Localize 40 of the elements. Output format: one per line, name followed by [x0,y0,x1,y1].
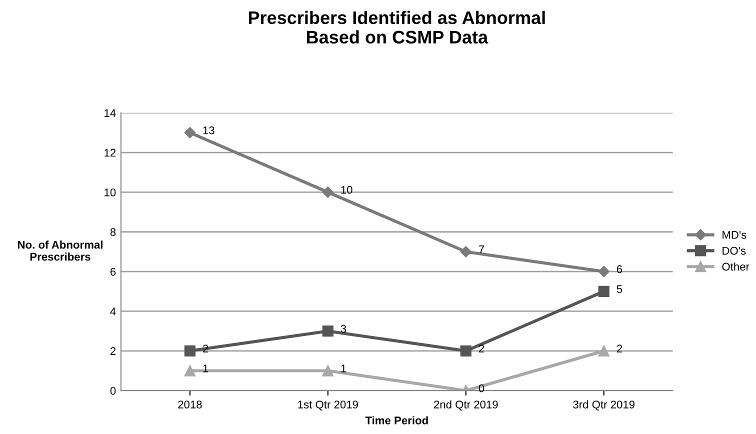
point [460,246,472,258]
data-label: 10 [341,186,352,194]
legend-label: MD's [722,231,746,239]
y-tick-label: 6 [110,268,116,276]
data-label: 0 [478,384,484,392]
point [322,186,334,198]
point [460,345,472,356]
point [598,286,610,297]
y-tick-label: 2 [110,347,116,355]
point [322,326,334,337]
data-label: 7 [478,246,484,254]
y-axis-title: No. of Abnormal Prescribers [18,240,102,261]
x-tick-label: 2018 [178,400,202,408]
y-tick-label: 4 [110,308,116,316]
chart-title: Prescribers Identified as Abnormal Based on CSMP Data [248,10,545,44]
data-label: 1 [203,364,208,372]
x-tick-label: 1st Qtr 2019 [298,400,358,410]
data-label: 6 [616,265,622,274]
x-axis-title: Time Period [365,416,428,424]
data-label: 2 [616,344,622,352]
data-label: 1 [341,364,346,372]
point [184,345,196,356]
y-tick-label: 8 [110,228,116,236]
data-label: 2 [478,344,484,352]
point [598,266,610,278]
point [184,365,196,376]
legend-label: Other [722,262,750,271]
point [184,127,196,138]
data-label: 3 [340,324,346,333]
x-tick-label: 2nd Qtr 2019 [434,400,498,410]
data-label: 5 [616,285,622,293]
data-label: 13 [203,126,214,134]
y-tick-label: 0 [110,386,116,395]
y-tick-label: 10 [104,188,116,196]
y-tick-label: 14 [104,109,116,117]
point [598,345,610,356]
point [322,365,334,376]
x-tick-label: 3rd Qtr 2019 [573,400,635,410]
legend-label: DO's [722,246,746,255]
y-tick-label: 12 [104,148,116,157]
